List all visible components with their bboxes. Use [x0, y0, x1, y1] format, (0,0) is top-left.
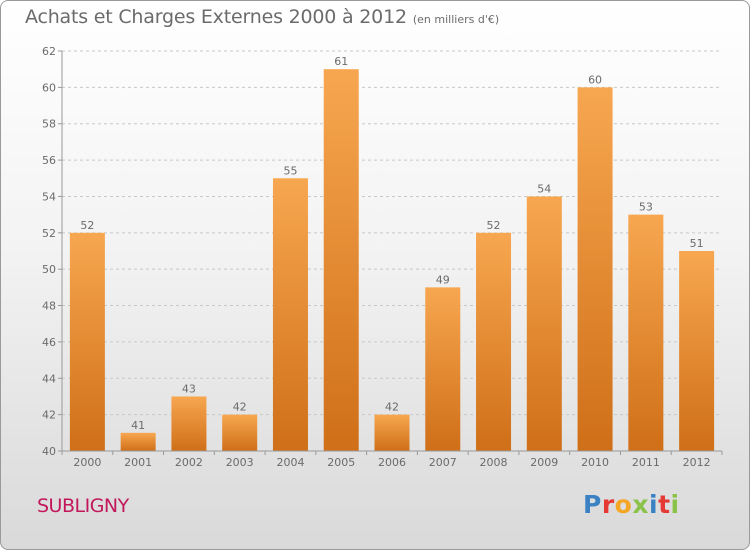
- chart-title-unit: (en milliers d'€): [412, 13, 500, 26]
- x-tick-label: 2008: [480, 456, 508, 469]
- bar: [476, 232, 512, 451]
- x-tick-label: 2003: [226, 456, 254, 469]
- data-label: 53: [639, 201, 653, 214]
- y-tick-label: 54: [42, 190, 56, 203]
- y-tick-label: 58: [42, 118, 56, 131]
- chart-title: Achats et Charges Externes 2000 à 2012 (e…: [25, 6, 499, 28]
- x-tick-label: 2009: [530, 456, 558, 469]
- data-label: 49: [436, 273, 450, 286]
- y-tick-label: 50: [42, 263, 56, 276]
- data-label: 43: [182, 382, 196, 395]
- y-tick-label: 42: [42, 409, 56, 422]
- data-label: 60: [588, 73, 602, 86]
- bar: [374, 414, 410, 451]
- bar: [272, 178, 308, 452]
- x-tick-label: 2010: [581, 456, 609, 469]
- y-tick-label: 48: [42, 300, 56, 313]
- bar: [577, 87, 613, 451]
- data-label: 42: [385, 401, 399, 414]
- proxiti-logo: Proxiti: [583, 490, 680, 519]
- grid-lines: [62, 50, 722, 416]
- y-tick-label: 62: [42, 45, 56, 58]
- data-label: 61: [334, 55, 348, 68]
- x-tick-label: 2002: [175, 456, 203, 469]
- bar: [679, 251, 715, 451]
- y-tick-label: 56: [42, 154, 56, 167]
- town-name: SUBLIGNY: [37, 495, 129, 517]
- data-label: 55: [283, 164, 297, 177]
- x-tick-label: 2011: [632, 456, 660, 469]
- x-tick-label: 2007: [429, 456, 457, 469]
- data-label: 41: [131, 419, 145, 432]
- axes: [58, 50, 723, 455]
- data-label: 42: [233, 401, 247, 414]
- data-label: 51: [690, 237, 704, 250]
- y-tick-label: 52: [42, 227, 56, 240]
- bar: [171, 396, 207, 451]
- y-tick-label: 40: [42, 445, 56, 458]
- bar: [628, 214, 664, 451]
- bar: [425, 287, 461, 451]
- bar: [69, 232, 105, 451]
- bars: [69, 69, 715, 452]
- data-label: 52: [80, 219, 94, 232]
- data-label: 54: [537, 182, 551, 195]
- x-tick-label: 2001: [124, 456, 152, 469]
- y-tick-label: 60: [42, 81, 56, 94]
- bar: [323, 69, 359, 451]
- bar: [526, 196, 562, 451]
- x-tick-label: 2012: [683, 456, 711, 469]
- chart-title-main: Achats et Charges Externes 2000 à 2012: [25, 6, 407, 28]
- data-label: 52: [487, 219, 501, 232]
- x-tick-label: 2005: [327, 456, 355, 469]
- x-tick-label: 2006: [378, 456, 406, 469]
- labels: 40 42 44 46 48 50 52 54 56 58 60 62 52 2000 41 2001 43 20…: [42, 45, 711, 469]
- y-tick-label: 46: [42, 336, 56, 349]
- bar: [222, 414, 258, 451]
- y-tick-label: 44: [42, 372, 56, 385]
- x-tick-label: 2004: [276, 456, 304, 469]
- x-tick-label: 2000: [73, 456, 101, 469]
- bar: [120, 432, 156, 451]
